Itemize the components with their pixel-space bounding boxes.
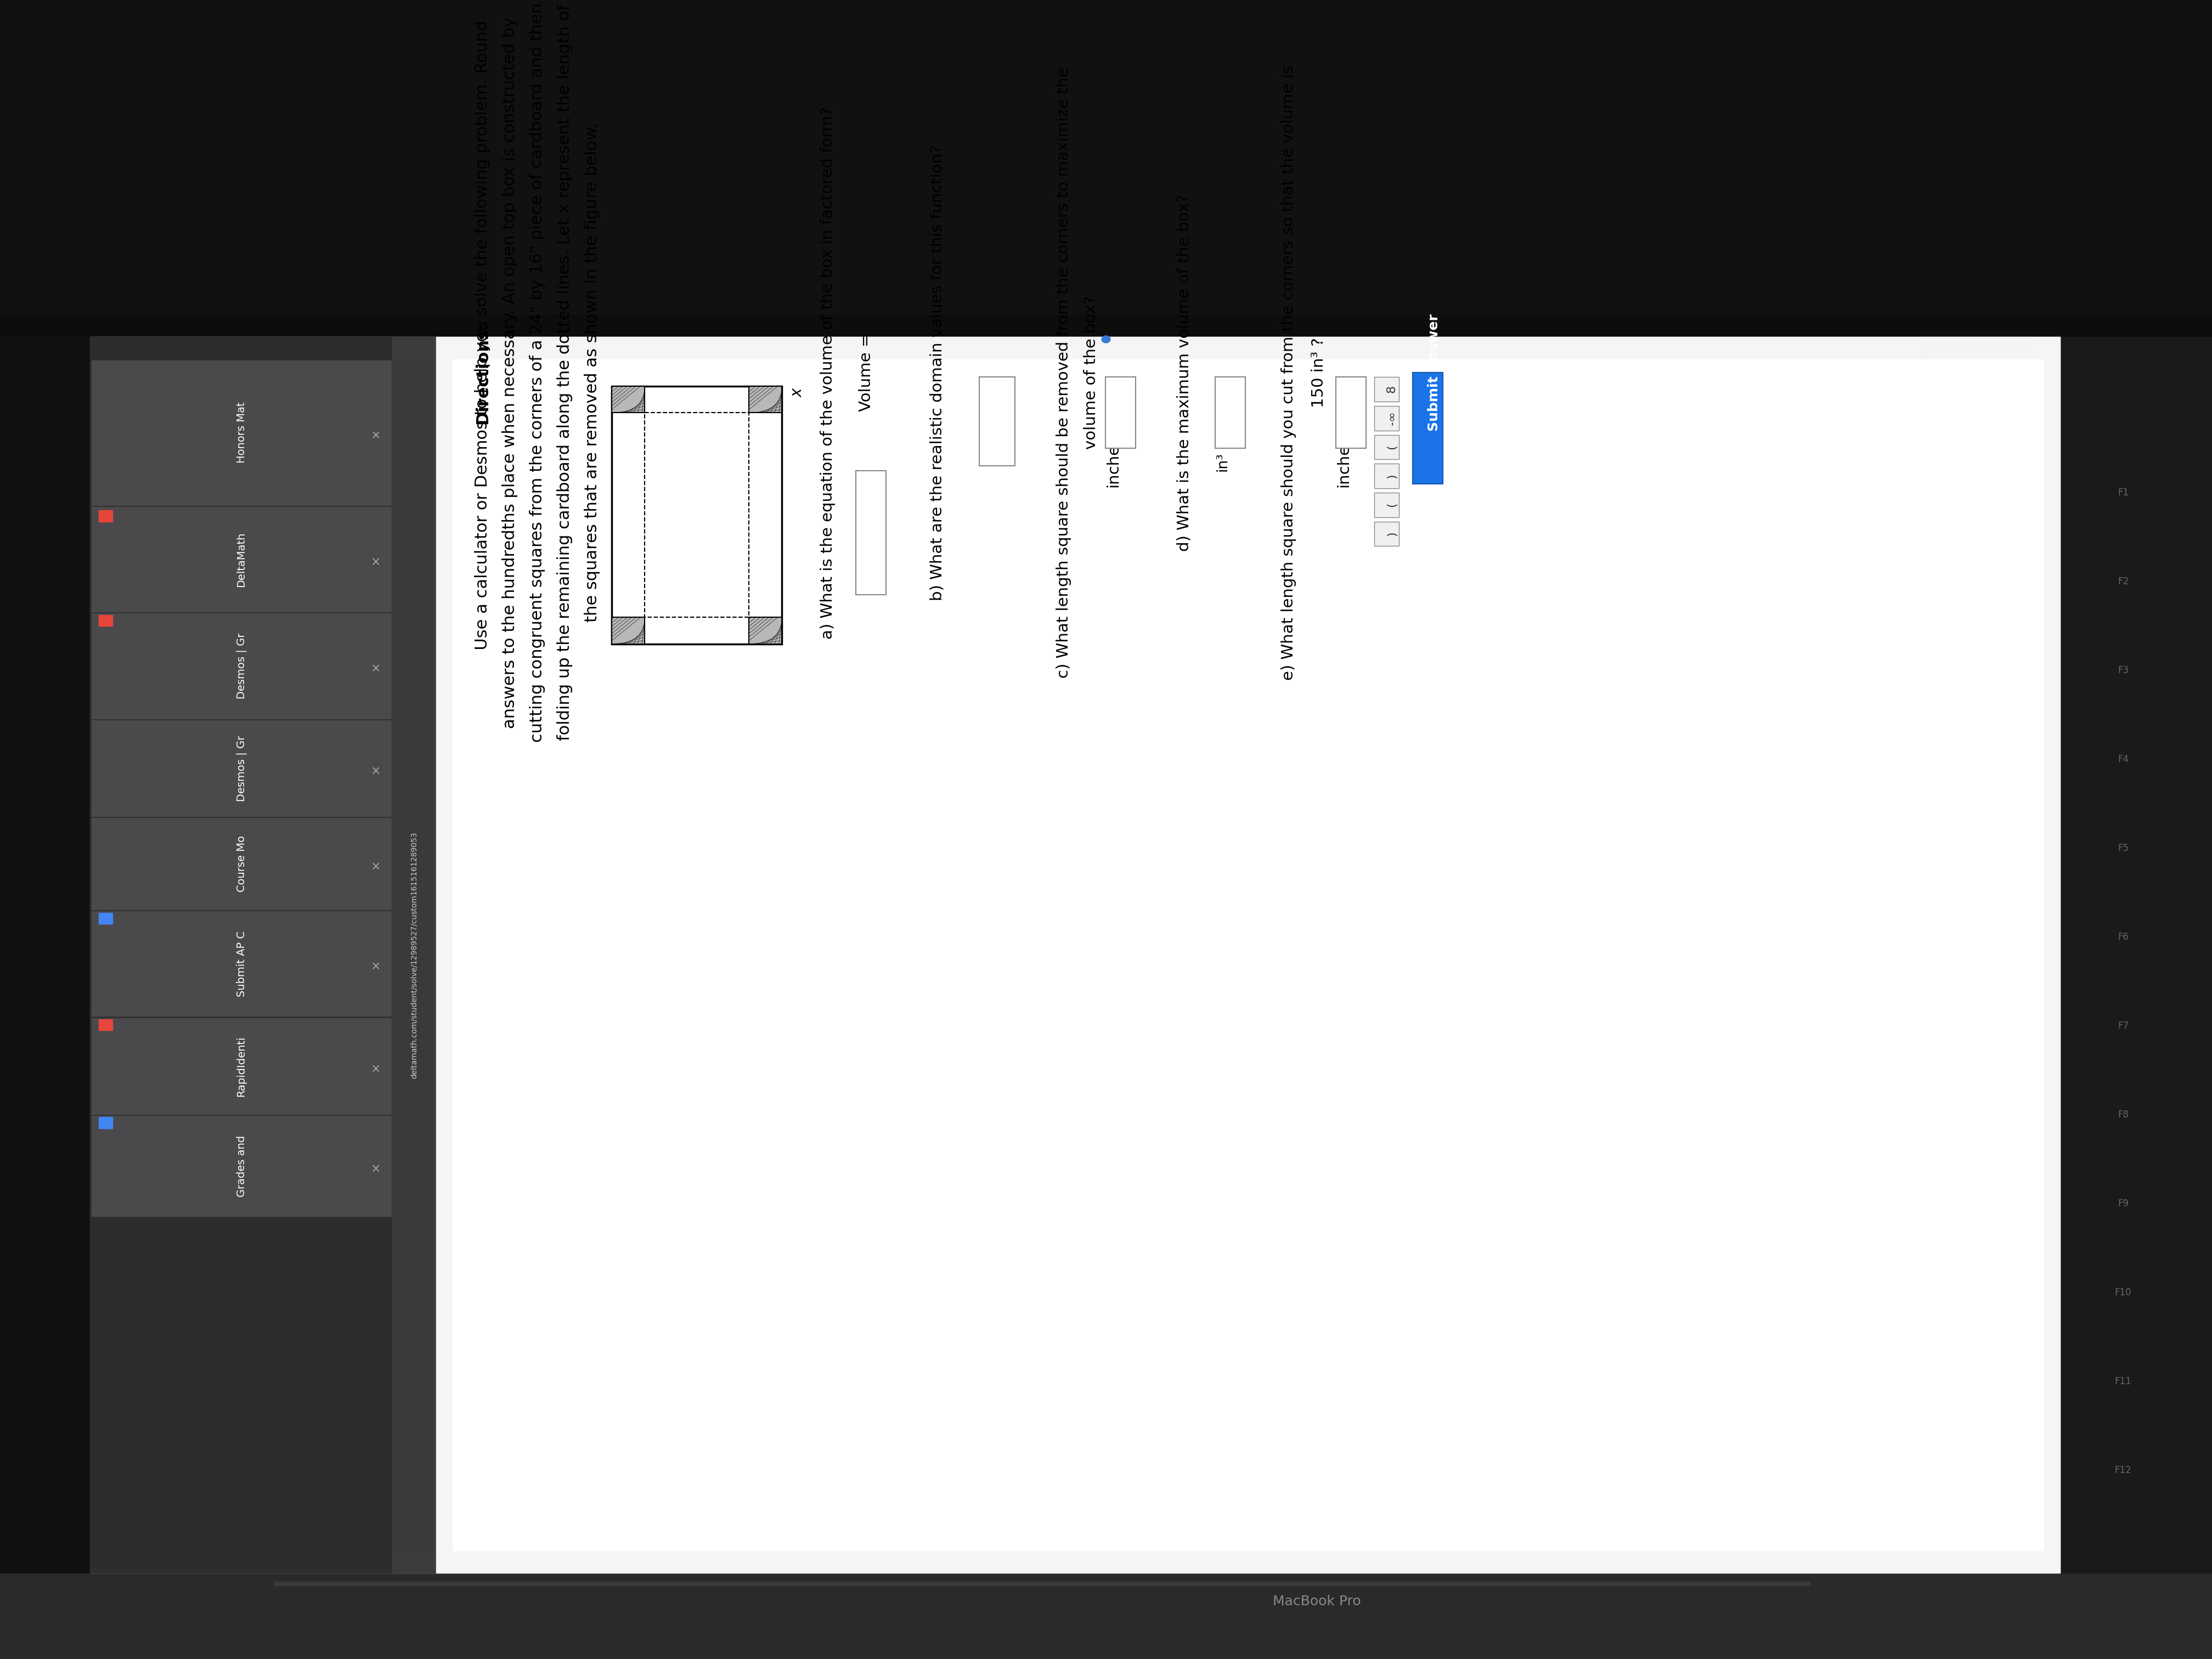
Text: Directions:: Directions: xyxy=(476,322,491,425)
Text: e) What length square should you cut from the corners so that the volume is: e) What length square should you cut fro… xyxy=(1281,65,1296,680)
Bar xyxy=(91,337,2059,1573)
Text: folding up the remaining cardboard along the dotted lines. Let x represent the l: folding up the remaining cardboard along… xyxy=(557,5,573,742)
Text: F6: F6 xyxy=(2117,932,2128,942)
Bar xyxy=(0,315,2212,337)
Bar xyxy=(856,471,887,596)
Text: DeltaMath: DeltaMath xyxy=(237,533,246,587)
Text: Course Mo: Course Mo xyxy=(237,836,246,893)
Text: ×: × xyxy=(369,959,380,969)
Bar xyxy=(100,1117,113,1128)
Bar xyxy=(274,1581,1809,1586)
Bar xyxy=(91,360,392,504)
Text: cutting congruent squares from the corners of a 24" by 16" piece of cardboard an: cutting congruent squares from the corne… xyxy=(529,3,546,743)
Text: ×: × xyxy=(369,859,380,869)
Bar xyxy=(100,615,113,625)
Bar xyxy=(1374,465,1398,488)
Text: -∞: -∞ xyxy=(1387,411,1398,425)
Bar xyxy=(0,337,91,1573)
Bar xyxy=(100,511,113,521)
Bar xyxy=(1336,377,1367,448)
Text: a) What is the equation of the volume of the box in factored form?: a) What is the equation of the volume of… xyxy=(821,106,836,639)
Bar xyxy=(91,337,392,1573)
Text: F7: F7 xyxy=(2117,1022,2128,1030)
Bar xyxy=(91,1117,392,1216)
Bar xyxy=(644,413,750,617)
Bar xyxy=(396,360,434,1551)
Text: b) What are the realistic domain values for this function?: b) What are the realistic domain values … xyxy=(929,144,945,601)
Bar xyxy=(91,911,392,1017)
Bar xyxy=(750,617,781,644)
Text: RapidIdenti: RapidIdenti xyxy=(237,1035,246,1097)
Bar xyxy=(1374,521,1398,546)
Bar xyxy=(613,617,644,644)
Text: 150 in³ ?: 150 in³ ? xyxy=(1312,338,1327,408)
Text: F1: F1 xyxy=(2117,488,2128,498)
Bar xyxy=(1214,377,1245,448)
Bar xyxy=(100,1019,113,1030)
Text: 8: 8 xyxy=(1387,385,1398,393)
Bar xyxy=(1413,373,1442,484)
Bar xyxy=(0,1573,2212,1659)
Text: F5: F5 xyxy=(2117,843,2128,853)
Text: x: x xyxy=(790,388,805,397)
Text: c) What length square should be removed from the corners to maximize the: c) What length square should be removed … xyxy=(1055,68,1071,679)
Bar xyxy=(392,337,436,1573)
Text: Grades and: Grades and xyxy=(237,1135,246,1196)
Text: ): ) xyxy=(1387,473,1398,478)
Bar xyxy=(91,508,392,612)
Bar xyxy=(91,818,392,909)
Text: ): ) xyxy=(1387,531,1398,536)
Text: F8: F8 xyxy=(2117,1110,2128,1120)
Text: F3: F3 xyxy=(2117,665,2128,675)
Bar xyxy=(453,360,2044,1551)
Text: the squares that are removed as shown in the figure below.: the squares that are removed as shown in… xyxy=(584,123,599,622)
Text: F12: F12 xyxy=(2115,1465,2132,1475)
Text: F11: F11 xyxy=(2115,1377,2132,1387)
Bar xyxy=(91,614,392,718)
Text: deltamath.com/student/solve/12989527/custom1615161289053: deltamath.com/student/solve/12989527/cus… xyxy=(411,831,418,1078)
Text: ×: × xyxy=(369,660,380,672)
Bar xyxy=(436,337,2059,1573)
Text: inches: inches xyxy=(1106,436,1121,488)
Text: volume of the box?: volume of the box? xyxy=(1084,295,1099,450)
Bar xyxy=(1374,493,1398,518)
Bar xyxy=(1106,377,1135,448)
Bar xyxy=(1374,406,1398,430)
Bar xyxy=(980,377,1015,466)
Bar xyxy=(91,720,392,816)
Text: d) What is the maximum volume of the box?: d) What is the maximum volume of the box… xyxy=(1177,194,1192,551)
Bar xyxy=(100,912,113,924)
Text: Honors Mat: Honors Mat xyxy=(237,401,246,463)
Text: Use a calculator or Desmos to help you solve the following problem. Round: Use a calculator or Desmos to help you s… xyxy=(476,20,491,725)
Text: ×: × xyxy=(369,1062,380,1072)
Bar xyxy=(1374,377,1398,401)
Circle shape xyxy=(1102,335,1110,343)
Text: F10: F10 xyxy=(2115,1287,2132,1297)
Text: (: ( xyxy=(1387,503,1398,508)
Text: inches: inches xyxy=(1336,436,1352,488)
Text: (: ( xyxy=(1387,445,1398,450)
Text: in³: in³ xyxy=(1214,451,1230,471)
Text: Volume =: Volume = xyxy=(858,333,874,411)
Bar xyxy=(1920,337,2031,604)
Text: answers to the hundredths place when necessary. An open top box is constructed b: answers to the hundredths place when nec… xyxy=(502,17,518,728)
Text: MacBook Pro: MacBook Pro xyxy=(1272,1594,1360,1608)
Text: F2: F2 xyxy=(2117,577,2128,587)
Bar xyxy=(1374,435,1398,460)
Bar xyxy=(613,387,781,644)
Text: F9: F9 xyxy=(2117,1199,2128,1209)
Text: ×: × xyxy=(369,1161,380,1171)
Text: F4: F4 xyxy=(2117,755,2128,765)
Bar xyxy=(750,387,781,413)
Bar xyxy=(613,387,644,413)
Text: Desmos | Gr: Desmos | Gr xyxy=(237,735,248,801)
Bar xyxy=(91,1019,392,1115)
Text: Desmos | Gr: Desmos | Gr xyxy=(237,634,248,698)
Text: ×: × xyxy=(369,554,380,564)
Text: ×: × xyxy=(369,428,380,438)
Bar xyxy=(2057,337,2212,1573)
Text: Submit Answer: Submit Answer xyxy=(1427,314,1440,431)
Text: Submit AP C: Submit AP C xyxy=(237,931,246,997)
Text: ×: × xyxy=(369,763,380,773)
